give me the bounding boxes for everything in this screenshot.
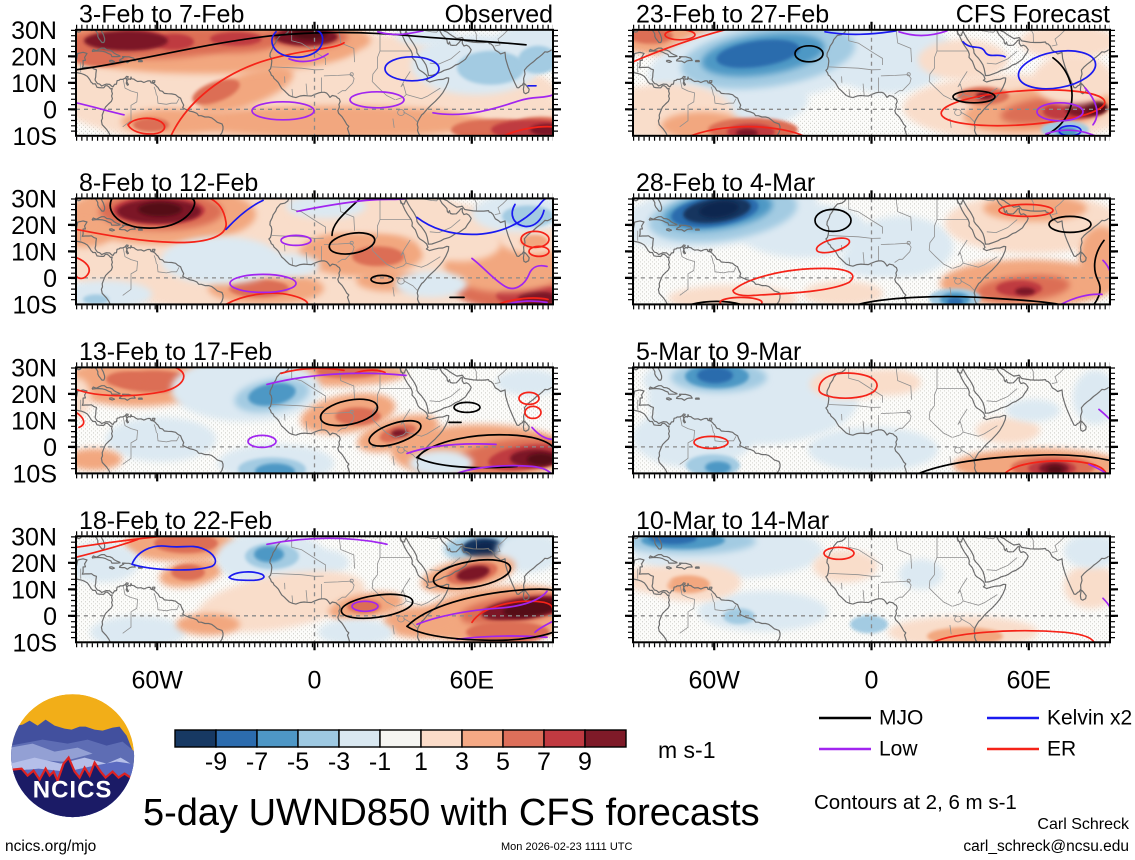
svg-text:13-Feb to 17-Feb: 13-Feb to 17-Feb bbox=[79, 338, 272, 366]
svg-text:30N: 30N bbox=[11, 523, 57, 551]
svg-text:3: 3 bbox=[455, 748, 469, 776]
svg-text:10S: 10S bbox=[13, 629, 57, 657]
svg-text:10S: 10S bbox=[13, 291, 57, 319]
svg-text:Observed: Observed bbox=[445, 1, 553, 29]
svg-text:5-Mar to 9-Mar: 5-Mar to 9-Mar bbox=[636, 338, 801, 366]
svg-text:8-Feb to 12-Feb: 8-Feb to 12-Feb bbox=[79, 169, 258, 197]
svg-text:10N: 10N bbox=[11, 70, 57, 98]
svg-text:60E: 60E bbox=[450, 666, 494, 694]
svg-text:10N: 10N bbox=[11, 407, 57, 435]
svg-text:10S: 10S bbox=[13, 460, 57, 488]
svg-text:23-Feb to 27-Feb: 23-Feb to 27-Feb bbox=[636, 1, 829, 29]
svg-text:CFS Forecast: CFS Forecast bbox=[956, 1, 1110, 29]
svg-text:10N: 10N bbox=[11, 576, 57, 604]
svg-text:20N: 20N bbox=[11, 212, 57, 240]
svg-text:20N: 20N bbox=[11, 43, 57, 71]
svg-text:0: 0 bbox=[865, 666, 879, 694]
svg-text:18-Feb to 22-Feb: 18-Feb to 22-Feb bbox=[79, 507, 272, 535]
svg-text:0: 0 bbox=[308, 666, 322, 694]
svg-text:m s-1: m s-1 bbox=[658, 737, 716, 763]
svg-text:9: 9 bbox=[578, 748, 592, 776]
svg-text:10S: 10S bbox=[13, 123, 57, 151]
svg-text:1: 1 bbox=[414, 748, 428, 776]
svg-text:60E: 60E bbox=[1007, 666, 1051, 694]
svg-text:0: 0 bbox=[43, 603, 57, 631]
svg-text:-1: -1 bbox=[369, 748, 391, 776]
svg-text:Mon 2026-02-23 1111 UTC: Mon 2026-02-23 1111 UTC bbox=[501, 841, 633, 853]
svg-text:NCICS: NCICS bbox=[33, 777, 113, 804]
svg-text:5-day UWND850 with CFS forecas: 5-day UWND850 with CFS forecasts bbox=[143, 792, 760, 834]
svg-text:10N: 10N bbox=[11, 238, 57, 266]
svg-text:0: 0 bbox=[43, 265, 57, 293]
svg-text:-7: -7 bbox=[246, 748, 268, 776]
svg-text:Contours at 2, 6 m s-1: Contours at 2, 6 m s-1 bbox=[814, 791, 1017, 814]
svg-text:0: 0 bbox=[43, 96, 57, 124]
svg-text:Low: Low bbox=[879, 738, 918, 761]
svg-text:3-Feb to 7-Feb: 3-Feb to 7-Feb bbox=[79, 1, 244, 29]
svg-text:-9: -9 bbox=[205, 748, 227, 776]
svg-text:20N: 20N bbox=[11, 381, 57, 409]
svg-text:60W: 60W bbox=[131, 666, 183, 694]
svg-text:Kelvin x2: Kelvin x2 bbox=[1047, 707, 1132, 730]
svg-text:-5: -5 bbox=[287, 748, 309, 776]
svg-text:0: 0 bbox=[43, 434, 57, 462]
svg-text:20N: 20N bbox=[11, 550, 57, 578]
svg-text:ER: ER bbox=[1047, 738, 1076, 761]
svg-text:7: 7 bbox=[537, 748, 551, 776]
svg-text:carl_schreck@ncsu.edu: carl_schreck@ncsu.edu bbox=[963, 838, 1129, 855]
svg-text:5: 5 bbox=[496, 748, 510, 776]
svg-text:28-Feb to 4-Mar: 28-Feb to 4-Mar bbox=[636, 169, 815, 197]
svg-text:10-Mar to 14-Mar: 10-Mar to 14-Mar bbox=[636, 507, 829, 535]
svg-text:-3: -3 bbox=[328, 748, 350, 776]
svg-text:60W: 60W bbox=[688, 666, 740, 694]
svg-text:30N: 30N bbox=[11, 17, 57, 45]
svg-text:Carl Schreck: Carl Schreck bbox=[1037, 816, 1130, 833]
svg-text:ncics.org/mjo: ncics.org/mjo bbox=[5, 838, 96, 855]
svg-text:MJO: MJO bbox=[879, 707, 923, 730]
svg-text:30N: 30N bbox=[11, 185, 57, 213]
svg-text:30N: 30N bbox=[11, 354, 57, 382]
